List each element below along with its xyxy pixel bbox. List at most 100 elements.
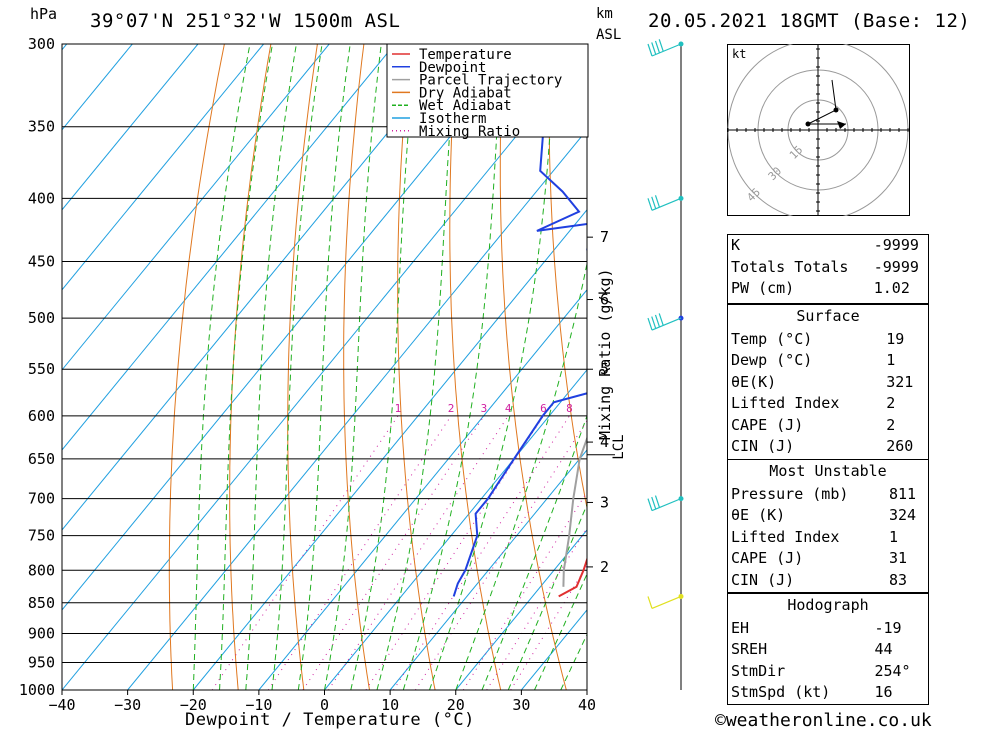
pressure-tick-label: 700 [28, 490, 55, 508]
hodograph-index-value: 254° [874, 661, 911, 680]
hodograph-index-label: SREH [731, 640, 768, 658]
x-tick-label: 30 [512, 696, 530, 714]
legend-label: Dewpoint [419, 60, 486, 76]
wet-adiabat-line [350, 44, 417, 690]
wet-adiabat-line [507, 503, 587, 690]
wet-adiabat-line [192, 44, 251, 690]
x-tick-label: 10 [381, 696, 399, 714]
mu-index-row: θE (K) 324 [727, 505, 929, 527]
mixing-ratio-label: 3 [481, 402, 488, 415]
surface-index-row: CAPE (J) 2 [727, 415, 929, 437]
pressure-tick-label: 500 [28, 309, 55, 327]
surface-index-label: CAPE (J) [731, 415, 804, 434]
general-index-row: PW (cm) 1.02 [727, 278, 929, 300]
storm-motion-arrowhead [837, 121, 846, 129]
pressure-tick-label: 800 [28, 561, 55, 579]
pressure-unit-label: hPa [30, 5, 58, 23]
most-unstable-box [727, 459, 929, 593]
wind-barb-shaft [651, 197, 682, 211]
mixing-ratio-line [365, 415, 544, 690]
hodograph-point [833, 107, 839, 113]
plot-frame [61, 43, 588, 691]
most-unstable-table: Most Unstable Pressure (mb) 811 θE (K) 324 L… [727, 460, 929, 591]
mixing-ratio-label: 8 [566, 402, 573, 415]
wet-adiabat-line [324, 44, 382, 690]
mixing-ratio-line [302, 415, 485, 690]
isotherm-line [62, 44, 264, 291]
wind-barb-feather [647, 198, 653, 211]
km-tick-label: 4 [600, 433, 609, 451]
surface-index-row: θE(K) 321 [727, 372, 929, 394]
km-tick-label: 2 [600, 558, 609, 576]
dry-adiabat-line [287, 44, 318, 690]
x-axis-title: Dewpoint / Temperature (°C) [185, 710, 475, 730]
credit-link[interactable]: ©weatheronline.co.uk [715, 710, 932, 731]
most-unstable-title: Most Unstable [769, 462, 887, 480]
x-tick-label: −40 [48, 696, 75, 714]
isotherm-line [455, 529, 587, 690]
km-tick-label: 5 [600, 360, 609, 378]
mixing-ratio-label: 4 [505, 402, 512, 415]
pressure-tick-label: 950 [28, 653, 55, 671]
legend-label: Isotherm [419, 111, 486, 127]
km-tick-label: 7 [600, 228, 609, 246]
wet-adiabat-line [455, 261, 587, 690]
hodograph-index-row: SREH 44 [727, 639, 929, 661]
hodograph-index-label: EH [731, 618, 750, 637]
wet-adiabat-line [297, 44, 351, 690]
mu-index-row: Lifted Index 1 [727, 527, 929, 549]
dry-adiabat-line [449, 44, 502, 690]
wind-barb-feather [654, 195, 661, 208]
wind-barb-feather [647, 43, 653, 57]
wet-adiabat-line [429, 44, 557, 690]
mixing-ratio-label: 1 [395, 402, 402, 415]
x-tick-label: 40 [578, 696, 596, 714]
surface-table: Surface Temp (°C) 19 Dewp (°C) 1 θE(K) 321 Lif… [727, 305, 929, 458]
hodograph-index-label: StmDir [731, 661, 786, 680]
wind-barb-shaft [651, 43, 682, 57]
pressure-tick-label: 350 [28, 118, 55, 136]
wind-barb-feather [651, 42, 657, 55]
mixing-ratio-line [510, 564, 587, 690]
wind-barb-feather [647, 317, 653, 331]
surface-index-value: 260 [886, 437, 914, 455]
wet-adiabat-line [271, 44, 323, 690]
pressure-tick-label: 300 [28, 35, 55, 53]
general-indices-box [727, 234, 929, 304]
mu-index-label: Lifted Index [731, 527, 840, 546]
hodograph-index-value: 44 [874, 640, 893, 658]
dry-adiabat-line [168, 44, 225, 690]
pressure-tick-label: 850 [28, 594, 55, 612]
isotherm-line [62, 44, 461, 531]
wind-barb-shaft [651, 317, 682, 331]
mu-index-label: θE (K) [731, 506, 786, 524]
datetime-title: 20.05.2021 18GMT (Base: 12) [648, 10, 971, 32]
surface-index-label: θE(K) [731, 372, 777, 391]
surface-index-value: 321 [886, 372, 914, 391]
wet-adiabat-line [534, 572, 587, 690]
wet-adiabat-line [402, 44, 504, 690]
mu-index-label: CIN (J) [731, 570, 795, 589]
mu-index-label: CAPE (J) [731, 549, 804, 567]
isotherm-line [62, 44, 527, 611]
mu-index-row: CAPE (J) 31 [727, 548, 929, 570]
general-index-row: K -9999 [727, 235, 929, 257]
isotherm-line [62, 44, 330, 371]
dry-adiabat-line [343, 44, 370, 690]
km-tick-label: 6 [600, 291, 609, 309]
general-index-value: -9999 [873, 257, 919, 276]
legend-label: Temperature [419, 47, 512, 63]
wind-barb-shaft [651, 498, 682, 512]
hodograph-index-row: StmSpd (kt) 16 [727, 682, 929, 704]
hodograph-index-value: 16 [874, 683, 893, 701]
surface-index-value: 1 [886, 351, 896, 369]
isotherm-line [192, 209, 587, 690]
hodograph-indices-box [727, 593, 929, 705]
dry-adiabat-line [922, 44, 1000, 690]
isotherm-line [0, 44, 1, 690]
general-index-label: K [731, 236, 741, 254]
general-index-row: Totals Totals -9999 [727, 257, 929, 279]
wind-barb-feather [651, 316, 657, 329]
surface-title: Surface [796, 307, 860, 325]
